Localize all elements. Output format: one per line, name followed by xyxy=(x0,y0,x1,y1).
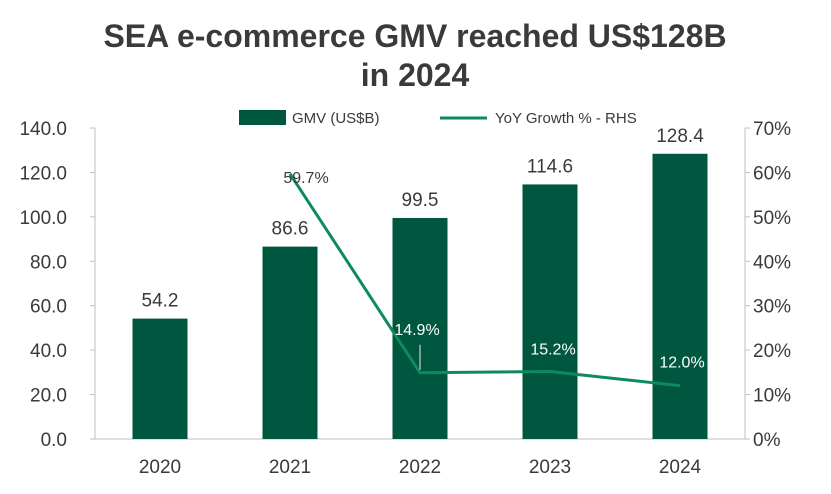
bar-value-label: 99.5 xyxy=(402,190,439,211)
left-tick-label: 40.0 xyxy=(30,341,67,362)
legend: GMV (US$B) YoY Growth % - RHS xyxy=(239,110,637,127)
x-tick-label: 2022 xyxy=(399,457,441,478)
legend-swatch-gmv xyxy=(239,110,286,125)
x-tick-label: 2023 xyxy=(529,457,571,478)
right-tick-label: 60% xyxy=(753,163,791,184)
right-tick-label: 10% xyxy=(753,386,791,407)
bar xyxy=(522,184,578,439)
x-tick-label: 2020 xyxy=(139,457,181,478)
left-tick-label: 20.0 xyxy=(30,386,67,407)
right-tick-label: 20% xyxy=(753,341,791,362)
bar xyxy=(392,217,448,439)
right-tick-label: 30% xyxy=(753,297,791,318)
chart-title-line-1: SEA e-commerce GMV reached US$128B xyxy=(103,18,726,54)
left-tick-label: 80.0 xyxy=(30,252,67,273)
bar-value-label: 86.6 xyxy=(272,219,309,240)
bar-value-label: 54.2 xyxy=(142,291,179,312)
left-tick-label: 100.0 xyxy=(19,208,67,229)
chart-title-line-2: in 2024 xyxy=(361,57,470,93)
left-tick-label: 60.0 xyxy=(30,297,67,318)
yoy-growth-line xyxy=(288,172,681,388)
axes: 0.0 20.0 40.0 60.0 80.0 100.0 120.0 140.0 0% 10% 2… xyxy=(19,119,791,478)
bar xyxy=(132,318,188,439)
right-tick-label: 40% xyxy=(753,252,791,273)
data-labels: 54.2 86.6 99.5 114.6 128.4 59.7% 14.9% 15.2% 12.… xyxy=(142,126,705,372)
line-value-label: 15.2% xyxy=(530,341,575,358)
left-tick-label: 0.0 xyxy=(41,430,67,451)
right-tick-label: 50% xyxy=(753,208,791,229)
line-series xyxy=(288,172,681,388)
x-tick-label: 2021 xyxy=(269,457,311,478)
line-value-label: 14.9% xyxy=(394,322,439,339)
bar-value-label: 114.6 xyxy=(527,156,573,177)
bar xyxy=(262,246,318,439)
bar xyxy=(652,153,708,440)
right-tick-label: 0% xyxy=(753,430,781,451)
line-value-label: 59.7% xyxy=(283,170,328,187)
right-tick-label: 70% xyxy=(753,119,791,140)
left-tick-label: 140.0 xyxy=(19,119,67,140)
legend-label-yoy: YoY Growth % - RHS xyxy=(495,110,637,127)
bar-series xyxy=(132,153,708,440)
x-tick-label: 2024 xyxy=(659,457,702,478)
bar-value-label: 128.4 xyxy=(656,126,704,147)
legend-label-gmv: GMV (US$B) xyxy=(292,110,380,127)
left-tick-label: 120.0 xyxy=(19,163,67,184)
line-value-label: 12.0% xyxy=(659,355,704,372)
